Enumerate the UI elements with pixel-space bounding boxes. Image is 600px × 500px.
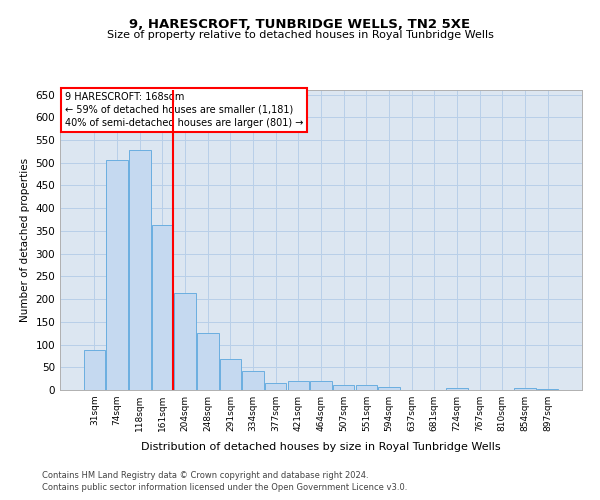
Bar: [265, 382, 286, 390]
Bar: [310, 382, 332, 390]
Y-axis label: Number of detached properties: Number of detached properties: [20, 158, 30, 322]
Bar: [129, 150, 151, 390]
Text: 9, HARESCROFT, TUNBRIDGE WELLS, TN2 5XE: 9, HARESCROFT, TUNBRIDGE WELLS, TN2 5XE: [130, 18, 470, 30]
Bar: [287, 382, 309, 390]
Text: Contains public sector information licensed under the Open Government Licence v3: Contains public sector information licen…: [42, 484, 407, 492]
Text: Contains HM Land Registry data © Crown copyright and database right 2024.: Contains HM Land Registry data © Crown c…: [42, 471, 368, 480]
Text: Distribution of detached houses by size in Royal Tunbridge Wells: Distribution of detached houses by size …: [141, 442, 501, 452]
Bar: [106, 160, 128, 390]
Bar: [446, 388, 467, 390]
Bar: [356, 385, 377, 390]
Bar: [242, 372, 264, 390]
Bar: [175, 293, 196, 390]
Bar: [197, 333, 218, 390]
Bar: [514, 388, 536, 390]
Text: Size of property relative to detached houses in Royal Tunbridge Wells: Size of property relative to detached ho…: [107, 30, 493, 40]
Bar: [84, 350, 105, 390]
Bar: [537, 388, 558, 390]
Bar: [333, 385, 355, 390]
Bar: [220, 359, 241, 390]
Text: 9 HARESCROFT: 168sqm
← 59% of detached houses are smaller (1,181)
40% of semi-de: 9 HARESCROFT: 168sqm ← 59% of detached h…: [65, 92, 304, 128]
Bar: [152, 225, 173, 390]
Bar: [378, 388, 400, 390]
